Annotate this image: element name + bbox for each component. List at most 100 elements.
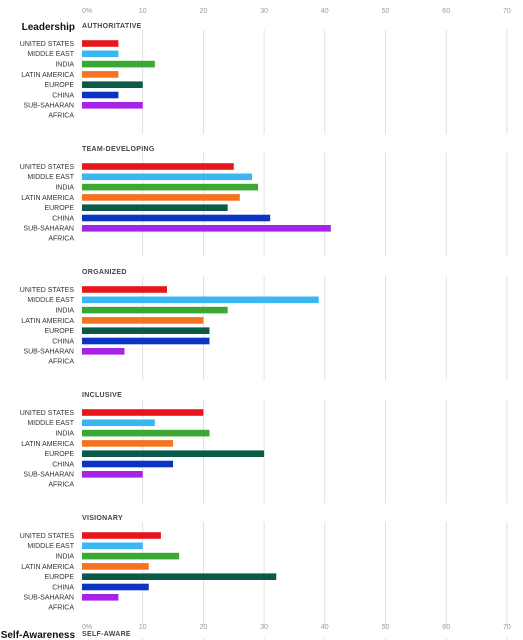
bar bbox=[82, 60, 155, 68]
category-label: AFRICA bbox=[48, 605, 74, 612]
x-tick-label-bottom: 0% bbox=[82, 624, 92, 631]
x-tick-label-top: 0% bbox=[82, 8, 92, 15]
category-label: CHINA bbox=[52, 584, 74, 591]
category-label: LATIN AMERICA bbox=[21, 195, 74, 202]
category-label: SUB-SAHARAN bbox=[23, 595, 74, 602]
x-tick-label-bottom: 10 bbox=[139, 624, 147, 631]
x-tick-label-top: 70 bbox=[503, 8, 511, 15]
category-label: EUROPE bbox=[44, 328, 74, 335]
category-label: MIDDLE EAST bbox=[27, 297, 74, 304]
category-label: UNITED STATES bbox=[20, 164, 75, 171]
bar bbox=[82, 194, 240, 201]
bar bbox=[82, 81, 143, 88]
bar bbox=[82, 583, 149, 591]
category-label: AFRICA bbox=[48, 236, 74, 243]
bar bbox=[82, 173, 252, 181]
bar bbox=[82, 102, 143, 109]
bar bbox=[82, 573, 277, 580]
bar bbox=[82, 183, 259, 191]
category-label: UNITED STATES bbox=[20, 410, 75, 417]
bar bbox=[82, 40, 119, 47]
category-label: AFRICA bbox=[48, 482, 74, 489]
panel-title: INCLUSIVE bbox=[82, 392, 122, 399]
bar bbox=[82, 348, 125, 355]
bar bbox=[82, 327, 210, 334]
category-label: UNITED STATES bbox=[20, 41, 75, 48]
category-label: MIDDLE EAST bbox=[27, 51, 74, 58]
category-label: SUB-SAHARAN bbox=[23, 103, 74, 110]
category-label: SUB-SAHARAN bbox=[23, 226, 74, 233]
category-label: EUROPE bbox=[44, 574, 74, 581]
category-label: SUB-SAHARAN bbox=[23, 349, 74, 356]
bar bbox=[82, 204, 228, 211]
category-label: CHINA bbox=[52, 461, 74, 468]
bar bbox=[82, 306, 228, 314]
category-label: LATIN AMERICA bbox=[21, 72, 74, 79]
section-label: Leadership bbox=[22, 22, 75, 33]
bar bbox=[82, 594, 119, 601]
bar bbox=[82, 91, 119, 99]
category-label: INDIA bbox=[55, 308, 74, 315]
bar bbox=[82, 542, 143, 550]
x-tick-label-bottom: 50 bbox=[382, 624, 390, 631]
x-tick-label-top: 60 bbox=[442, 8, 450, 15]
x-tick-label-bottom: 20 bbox=[200, 624, 208, 631]
bar bbox=[82, 532, 161, 539]
category-label: EUROPE bbox=[44, 82, 74, 89]
category-label: LATIN AMERICA bbox=[21, 564, 74, 571]
panel-title: TEAM-DEVELOPING bbox=[82, 146, 155, 153]
panel-title: VISIONARY bbox=[82, 515, 123, 522]
category-label: SUB-SAHARAN bbox=[23, 472, 74, 479]
bar bbox=[82, 163, 234, 170]
bar bbox=[82, 50, 119, 58]
category-label: MIDDLE EAST bbox=[27, 543, 74, 550]
bar bbox=[82, 552, 180, 560]
category-label: LATIN AMERICA bbox=[21, 318, 74, 325]
x-tick-label-top: 40 bbox=[321, 8, 329, 15]
bar bbox=[82, 225, 331, 232]
category-label: UNITED STATES bbox=[20, 287, 75, 294]
panel-title: ORGANIZED bbox=[82, 269, 127, 276]
x-tick-label-bottom: 60 bbox=[442, 624, 450, 631]
x-tick-label-top: 30 bbox=[260, 8, 268, 15]
x-tick-label-top: 10 bbox=[139, 8, 147, 15]
category-label: INDIA bbox=[55, 62, 74, 69]
x-tick-label-bottom: 30 bbox=[260, 624, 268, 631]
bar bbox=[82, 460, 174, 468]
bar bbox=[82, 71, 119, 78]
category-label: AFRICA bbox=[48, 113, 74, 120]
category-label: UNITED STATES bbox=[20, 533, 75, 540]
category-label: EUROPE bbox=[44, 205, 74, 212]
bar bbox=[82, 337, 210, 345]
category-label: CHINA bbox=[52, 215, 74, 222]
bar bbox=[82, 440, 174, 447]
category-label: INDIA bbox=[55, 185, 74, 192]
category-label: MIDDLE EAST bbox=[27, 174, 74, 181]
bar bbox=[82, 409, 204, 416]
category-label: CHINA bbox=[52, 338, 74, 345]
bar bbox=[82, 286, 167, 293]
category-label: EUROPE bbox=[44, 451, 74, 458]
category-label: MIDDLE EAST bbox=[27, 420, 74, 427]
panel-title: AUTHORITATIVE bbox=[82, 23, 142, 30]
x-tick-label-bottom: 70 bbox=[503, 624, 511, 631]
bar bbox=[82, 214, 271, 222]
x-tick-label-top: 20 bbox=[200, 8, 208, 15]
bar bbox=[82, 429, 210, 437]
bar bbox=[82, 450, 265, 457]
bar bbox=[82, 419, 155, 427]
section-label: Self-Awareness bbox=[1, 630, 76, 640]
x-tick-label-top: 50 bbox=[382, 8, 390, 15]
bar bbox=[82, 471, 143, 478]
category-label: LATIN AMERICA bbox=[21, 441, 74, 448]
panel-title: SELF-AWARE bbox=[82, 631, 131, 638]
bar bbox=[82, 563, 149, 570]
category-label: INDIA bbox=[55, 554, 74, 561]
category-label: INDIA bbox=[55, 431, 74, 438]
category-label: AFRICA bbox=[48, 359, 74, 366]
category-label: CHINA bbox=[52, 92, 74, 99]
x-tick-label-bottom: 40 bbox=[321, 624, 329, 631]
bar bbox=[82, 317, 204, 324]
bar bbox=[82, 296, 319, 304]
